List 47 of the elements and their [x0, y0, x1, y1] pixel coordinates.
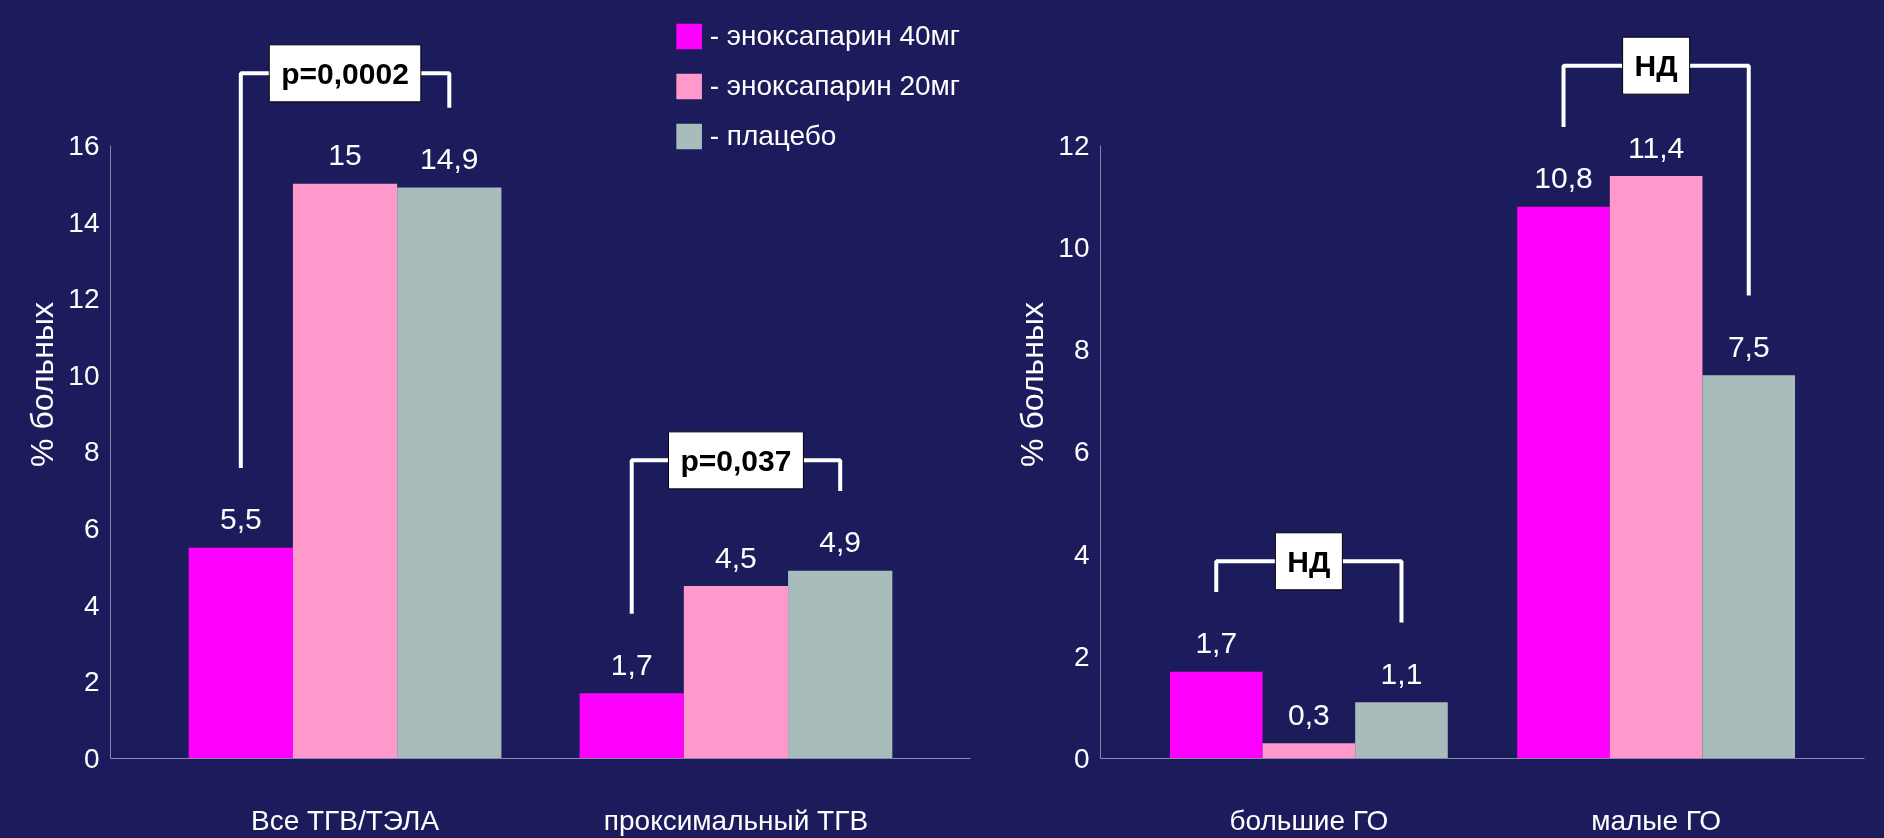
bar	[1355, 702, 1448, 759]
bar	[188, 547, 293, 759]
bar	[579, 693, 684, 759]
data-label: 14,9	[420, 142, 479, 176]
legend-label: - эноксапарин 20мг	[709, 70, 960, 102]
data-label: 0,3	[1288, 697, 1330, 731]
y-tick-label: 10	[68, 359, 100, 391]
x-tick-label: большие ГО	[1229, 804, 1389, 836]
data-label: 7,5	[1727, 329, 1770, 363]
annotation: НД	[1287, 544, 1331, 578]
annotation: p=0,037	[680, 443, 792, 477]
y-tick-label: 8	[1073, 334, 1090, 366]
y-tick-label: 4	[83, 589, 100, 621]
data-label: 1,1	[1380, 656, 1423, 690]
legend-label: - плацебо	[709, 120, 837, 152]
bar	[1169, 671, 1263, 759]
x-tick-label: проксимальный ТГВ	[603, 804, 869, 836]
text: p=0,0002	[281, 56, 409, 90]
x-tick-label: малые ГО	[1591, 804, 1722, 836]
data-label: 15	[328, 138, 362, 172]
data-label: 5,5	[219, 502, 262, 536]
legend-label: - эноксапарин 40мг	[709, 20, 960, 52]
data-label: 4,5	[715, 540, 757, 574]
data-label: 11,4	[1628, 130, 1685, 164]
bar	[1262, 743, 1356, 759]
y-tick-label: 12	[68, 283, 100, 315]
y-tick-label: 6	[83, 513, 100, 545]
y-tick-label: 0	[83, 743, 100, 774]
y-tick-label: 4	[1073, 538, 1090, 570]
data-label: 10,8	[1534, 161, 1593, 195]
y-tick-label: 16	[68, 129, 100, 161]
y-tick-label: 10	[1058, 232, 1090, 264]
bar	[1702, 375, 1796, 759]
y-tick-label: 14	[68, 206, 100, 238]
y-tick-label: 8	[83, 436, 100, 468]
data-label: 1,7	[610, 647, 653, 681]
y-axis-title: % больных	[1014, 302, 1051, 467]
y-tick-label: 12	[1058, 129, 1090, 161]
y-tick-label: 6	[1073, 436, 1090, 468]
text: НД	[1634, 49, 1678, 83]
x-tick-label: Все ТГВ/ТЭЛА	[251, 804, 440, 836]
y-tick-label: 2	[1073, 640, 1090, 672]
y-tick-label: 0	[1073, 743, 1090, 774]
y-axis-title: % больных	[24, 302, 61, 467]
y-tick-label: 2	[83, 666, 100, 698]
data-label: 4,9	[819, 525, 862, 559]
data-label: 1,7	[1195, 626, 1238, 660]
